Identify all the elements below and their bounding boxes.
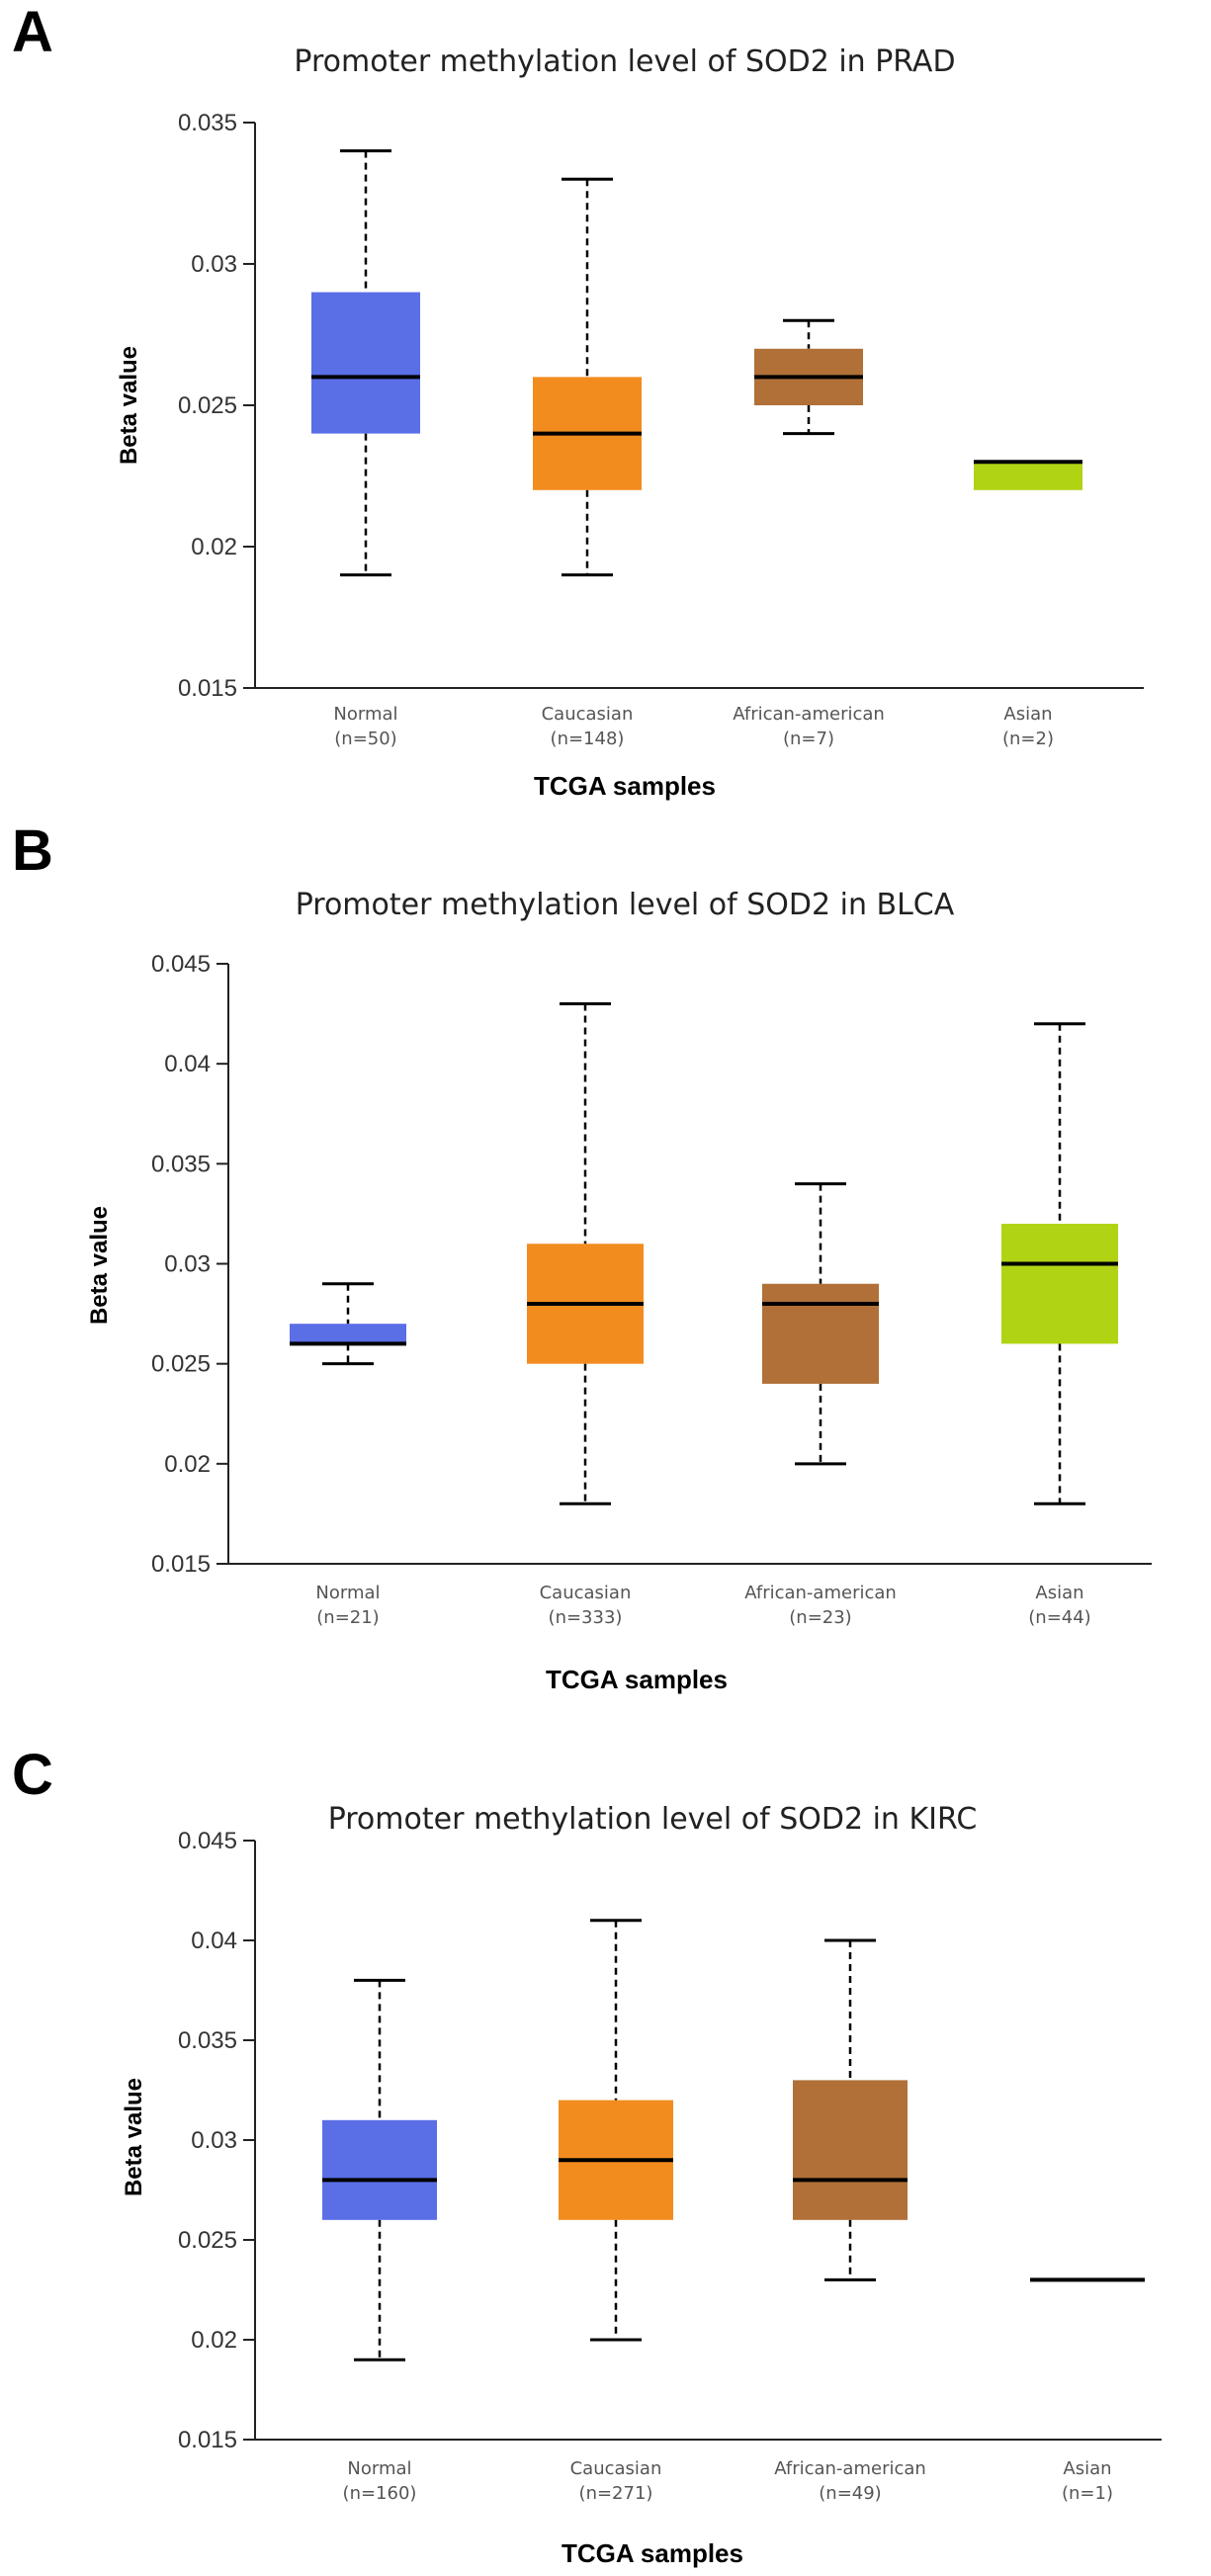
box-asian: Asian (n=1) bbox=[1030, 2277, 1145, 2504]
y-tick-label: 0.035 bbox=[178, 110, 237, 136]
box-normal: Normal (n=21) bbox=[290, 1282, 406, 1628]
y-axis-label: Beta value bbox=[121, 2078, 147, 2196]
box-caucasian: Caucasian (n=271) bbox=[559, 1919, 673, 2504]
y-tick-label: 0.025 bbox=[151, 1351, 211, 1378]
x-axis-label: TCGA samples bbox=[534, 771, 716, 801]
x-tick-sample-size: (n=148) bbox=[551, 729, 625, 749]
box-caucasian: Caucasian (n=148) bbox=[533, 177, 642, 749]
chart-panel-c: C Promoter methylation level of SOD2 in K… bbox=[12, 1743, 1162, 2568]
x-tick-label: Caucasian bbox=[540, 1583, 632, 1603]
chart-panel-a: A Promoter methylation level of SOD2 in P… bbox=[12, 0, 1144, 801]
box-asian: Asian (n=2) bbox=[974, 460, 1082, 749]
box-caucasian: Caucasian (n=333) bbox=[527, 1001, 644, 1628]
chart-title: Promoter methylation level of SOD2 in BL… bbox=[296, 888, 955, 922]
y-tick-label: 0.035 bbox=[178, 2027, 237, 2054]
x-tick-label: Normal bbox=[347, 2458, 411, 2479]
x-tick-label: Caucasian bbox=[570, 2458, 662, 2479]
box-iqr bbox=[762, 1283, 879, 1384]
x-tick-label: African-american bbox=[744, 1583, 897, 1603]
x-tick-label: Caucasian bbox=[542, 704, 634, 725]
x-tick-sample-size: (n=50) bbox=[334, 729, 396, 749]
y-axis-label: Beta value bbox=[86, 1206, 113, 1325]
y-tick-label: 0.03 bbox=[191, 251, 237, 278]
y-tick-label: 0.045 bbox=[151, 951, 211, 978]
y-tick-label: 0.015 bbox=[151, 1551, 211, 1578]
panel-label: C bbox=[12, 1743, 53, 1807]
y-tick-label: 0.02 bbox=[191, 534, 237, 560]
x-tick-sample-size: (n=271) bbox=[579, 2483, 653, 2504]
box-iqr bbox=[322, 2119, 437, 2220]
panel-label: B bbox=[12, 818, 53, 883]
x-tick-sample-size: (n=23) bbox=[789, 1607, 851, 1628]
chart-title: Promoter methylation level of SOD2 in KI… bbox=[328, 1802, 978, 1837]
y-tick-label: 0.04 bbox=[164, 1051, 211, 1077]
x-tick-sample-size: (n=2) bbox=[1002, 729, 1054, 749]
x-tick-sample-size: (n=333) bbox=[549, 1607, 623, 1628]
x-tick-label: Asian bbox=[1003, 704, 1052, 725]
y-tick-label: 0.015 bbox=[178, 675, 237, 702]
box-iqr bbox=[290, 1324, 406, 1344]
box-normal: Normal (n=50) bbox=[311, 149, 420, 749]
x-tick-label: Normal bbox=[315, 1583, 380, 1603]
y-tick-label: 0.025 bbox=[178, 2227, 237, 2254]
box-iqr bbox=[1001, 1224, 1118, 1344]
y-tick-label: 0.02 bbox=[191, 2327, 237, 2354]
y-tick-label: 0.045 bbox=[178, 1828, 237, 1854]
y-tick-label: 0.04 bbox=[191, 1928, 237, 1954]
box-iqr bbox=[311, 292, 420, 434]
x-tick-label: African-american bbox=[774, 2458, 926, 2479]
y-axis-label: Beta value bbox=[116, 346, 142, 465]
box-african-american: African-american (n=23) bbox=[744, 1182, 897, 1628]
x-tick-sample-size: (n=160) bbox=[343, 2483, 417, 2504]
box-african-american: African-american (n=49) bbox=[774, 1938, 926, 2504]
x-axis-label: TCGA samples bbox=[546, 1665, 728, 1694]
x-tick-sample-size: (n=49) bbox=[819, 2483, 881, 2504]
y-tick-label: 0.03 bbox=[164, 1251, 211, 1278]
x-tick-label: Normal bbox=[333, 704, 397, 725]
x-tick-label: African-american bbox=[733, 704, 885, 725]
y-tick-label: 0.02 bbox=[164, 1451, 211, 1478]
box-iqr bbox=[974, 462, 1082, 490]
x-tick-sample-size: (n=1) bbox=[1062, 2483, 1113, 2504]
x-tick-sample-size: (n=7) bbox=[783, 729, 834, 749]
chart-panel-b: B Promoter methylation level of SOD2 in B… bbox=[12, 818, 1152, 1694]
box-asian: Asian (n=44) bbox=[1001, 1022, 1118, 1628]
box-iqr bbox=[793, 2080, 908, 2220]
x-tick-sample-size: (n=44) bbox=[1028, 1607, 1090, 1628]
chart-title: Promoter methylation level of SOD2 in PR… bbox=[294, 44, 955, 79]
x-tick-sample-size: (n=21) bbox=[316, 1607, 379, 1628]
x-tick-label: Asian bbox=[1035, 1583, 1083, 1603]
y-tick-label: 0.03 bbox=[191, 2127, 237, 2154]
box-normal: Normal (n=160) bbox=[322, 1978, 437, 2504]
y-tick-label: 0.025 bbox=[178, 392, 237, 419]
x-tick-label: Asian bbox=[1063, 2458, 1111, 2479]
x-axis-label: TCGA samples bbox=[562, 2538, 743, 2568]
y-tick-label: 0.015 bbox=[178, 2427, 237, 2453]
box-african-american: African-american (n=7) bbox=[733, 318, 885, 749]
panel-label: A bbox=[12, 0, 53, 64]
y-tick-label: 0.035 bbox=[151, 1151, 211, 1177]
